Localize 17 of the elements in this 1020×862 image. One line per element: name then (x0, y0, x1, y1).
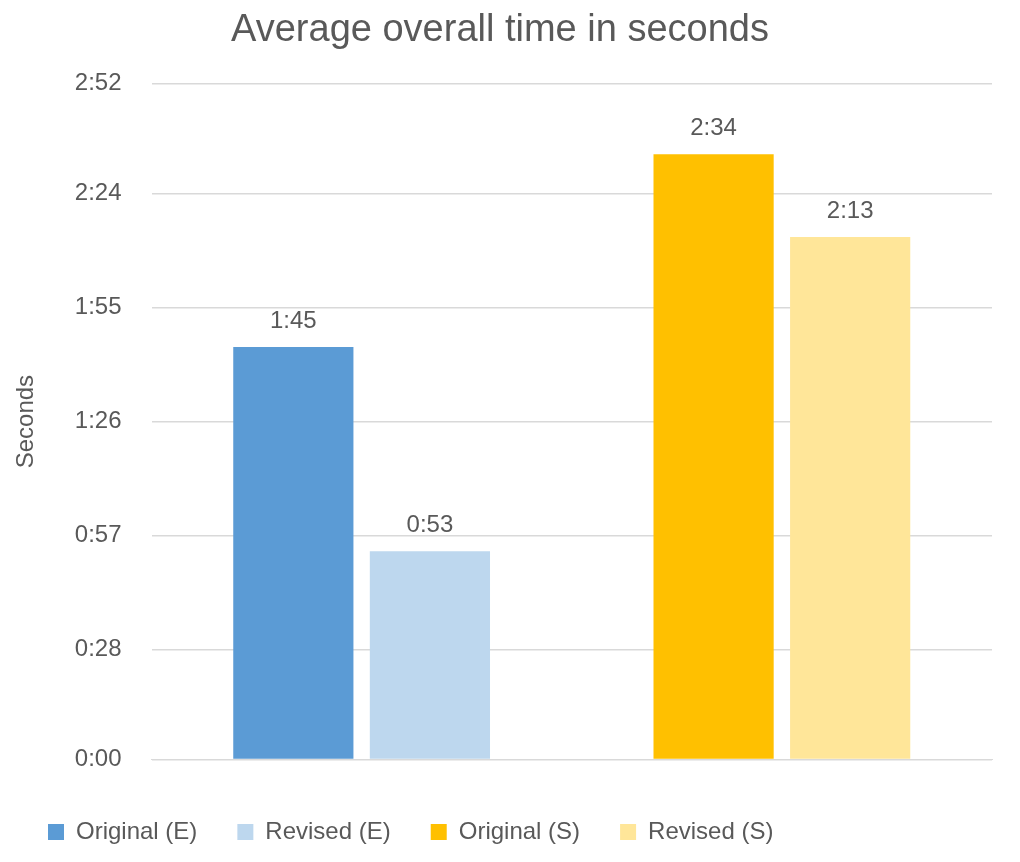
y-tick-label: 1:26 (74, 406, 122, 434)
chart-title: Average overall time in seconds (231, 7, 769, 50)
data-label: 0:53 (406, 509, 454, 537)
data-label: 2:34 (690, 112, 737, 140)
legend-label: Original (E) (76, 816, 198, 844)
data-label: 2:13 (826, 195, 874, 223)
y-tick-label: 0:00 (74, 744, 122, 772)
y-axis-title: Seconds (11, 374, 39, 469)
data-label: 1:45 (269, 305, 317, 333)
y-tick-label: 0:28 (74, 634, 122, 662)
y-tick-label: 2:52 (74, 68, 122, 96)
y-tick-label: 0:57 (74, 520, 122, 548)
y-tick-label: 2:24 (74, 178, 122, 206)
legend-label: Revised (E) (265, 816, 391, 844)
legend-label: Revised (S) (648, 816, 774, 844)
y-tick-label: 1:55 (74, 292, 122, 320)
legend-label: Original (S) (458, 816, 581, 844)
